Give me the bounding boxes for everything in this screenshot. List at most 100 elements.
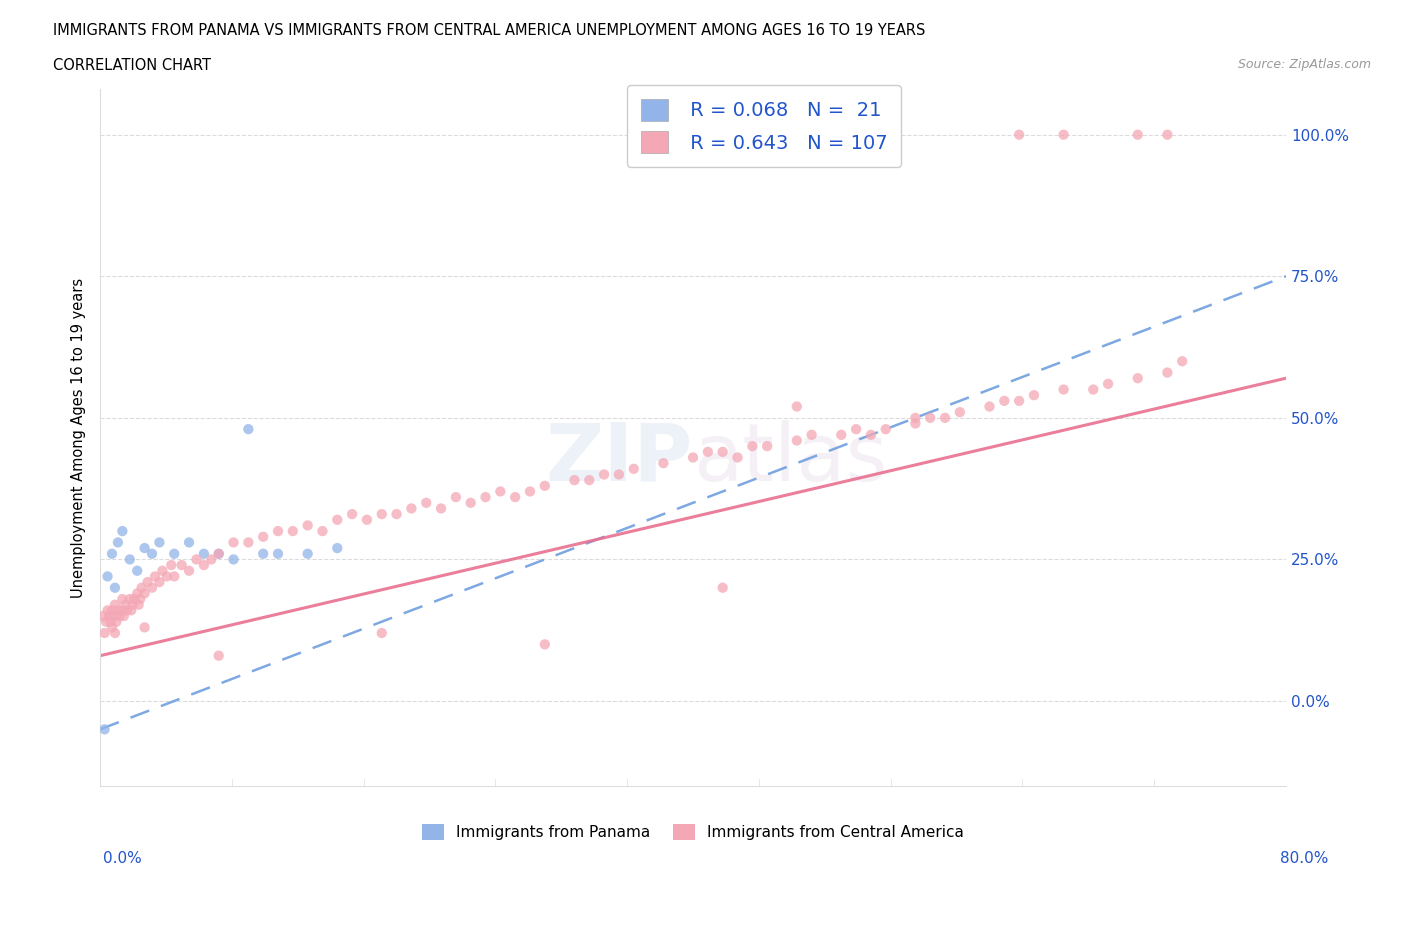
Point [1126,127,1149,142]
Point [474,490,496,505]
Point [786,433,808,448]
Point [115,603,138,618]
Point [1083,382,1105,397]
Point [101,546,124,561]
Legend: Immigrants from Panama, Immigrants from Central America: Immigrants from Panama, Immigrants from … [415,817,972,848]
Point [118,591,141,606]
Point [143,569,166,584]
Point [1008,393,1031,408]
Point [297,546,319,561]
Point [105,615,128,630]
Point [741,439,763,454]
Point [150,564,173,578]
Point [208,546,231,561]
Point [104,597,127,612]
Point [131,580,153,595]
Point [711,580,734,595]
Point [208,546,231,561]
Point [93,626,115,641]
Text: atlas: atlas [693,419,887,498]
Point [489,484,512,498]
Point [148,535,170,550]
Point [96,569,118,584]
Point [875,421,897,436]
Point [904,410,927,425]
Point [385,507,408,522]
Point [141,580,163,595]
Point [136,575,159,590]
Point [100,615,122,630]
Point [129,591,152,606]
Text: ZIP: ZIP [546,419,693,498]
Point [444,490,467,505]
Point [94,615,117,630]
Point [112,608,135,623]
Point [111,524,134,538]
Point [134,586,156,601]
Point [1126,371,1149,386]
Point [108,608,131,623]
Point [356,512,378,527]
Point [460,496,482,511]
Point [127,564,149,578]
Point [297,518,319,533]
Point [578,472,600,487]
Point [830,428,852,443]
Point [186,552,208,567]
Point [91,608,114,623]
Point [623,461,645,476]
Point [311,524,333,538]
Point [238,535,260,550]
Text: IMMIGRANTS FROM PANAMA VS IMMIGRANTS FROM CENTRAL AMERICA UNEMPLOYMENT AMONG AGE: IMMIGRANTS FROM PANAMA VS IMMIGRANTS FRO… [53,23,925,38]
Point [200,552,222,567]
Point [756,439,779,454]
Point [326,540,349,555]
Point [193,558,215,573]
Point [107,535,129,550]
Point [104,626,127,641]
Text: CORRELATION CHART: CORRELATION CHART [53,58,211,73]
Point [134,540,156,555]
Point [281,524,304,538]
Point [252,529,274,544]
Point [118,552,141,567]
Point [101,620,124,635]
Point [103,608,125,623]
Point [127,586,149,601]
Point [252,546,274,561]
Point [107,603,129,618]
Point [160,558,183,573]
Text: Source: ZipAtlas.com: Source: ZipAtlas.com [1237,58,1371,71]
Point [519,484,541,498]
Point [533,637,555,652]
Point [727,450,749,465]
Point [533,478,555,493]
Point [128,597,150,612]
Point [415,496,437,511]
Point [267,524,290,538]
Point [177,564,200,578]
Point [652,456,675,471]
Point [593,467,616,482]
Point [934,410,956,425]
Point [904,416,927,431]
Point [920,410,942,425]
Point [222,535,245,550]
Point [208,648,231,663]
Point [170,558,193,573]
Point [682,450,704,465]
Point [148,575,170,590]
Point [120,603,142,618]
Point [1171,353,1194,368]
Point [800,428,823,443]
Point [93,722,115,737]
Point [607,467,630,482]
Point [121,597,143,612]
Point [238,421,260,436]
Point [98,608,121,623]
Point [401,501,423,516]
Point [134,620,156,635]
Point [979,399,1001,414]
Point [859,428,882,443]
Point [949,405,972,419]
